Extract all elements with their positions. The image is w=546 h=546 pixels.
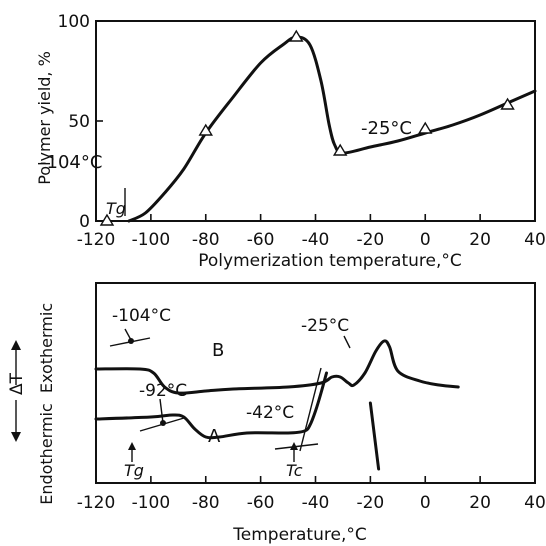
series-label-b: B: [212, 340, 224, 361]
yield-y-tick-label: 100: [58, 12, 90, 32]
yield-x-tick-label: 0: [420, 230, 431, 250]
annotation-transition-top: -25°C: [361, 118, 412, 139]
annotation-a-42: -42°C: [246, 403, 294, 423]
yield-x-tick-label: -120: [77, 230, 116, 250]
tangent-a-crystallization: [274, 443, 319, 450]
dta-x-tick-label: -40: [302, 493, 330, 513]
annotation-tc-bottom: Tc: [286, 461, 303, 480]
dta-x-tick-label: 0: [420, 493, 431, 513]
yield-data-point: [332, 143, 348, 156]
tg-arrowhead-bottom: [128, 442, 136, 450]
yield-plot-frame: [95, 20, 536, 222]
yield-y-tick-label: 50: [68, 112, 90, 132]
endothermic-label: Endothermic: [37, 403, 56, 505]
yield-x-tick-label: -100: [132, 230, 171, 250]
tangent-a-steep: [299, 367, 322, 452]
dta-x-ticks: -120 -100 -80 -60 -40 -20 0 20 40: [77, 476, 546, 513]
annotation-tg-top: Tg: [106, 199, 126, 218]
dta-x-tick-label: -80: [192, 493, 220, 513]
exothermic-label: Exothermic: [37, 303, 56, 393]
yield-data-point: [418, 121, 433, 134]
annotation-b-104: -104°C: [112, 306, 171, 326]
dta-x-tick-label: 20: [469, 493, 491, 513]
yield-x-tick-label: -40: [302, 230, 330, 250]
yield-x-axis-label: Polymerization temperature,°C: [198, 251, 462, 271]
yield-x-ticks: -120 -100 -80 -60 -40 -20 0 20 40: [77, 214, 546, 250]
yield-curve: [127, 35, 537, 223]
dta-curve-a: [94, 371, 328, 440]
delta-t-label: ΔT: [7, 372, 27, 395]
yield-x-tick-label: -80: [192, 230, 220, 250]
annotation-tg-temp-top: -104°C: [40, 152, 102, 173]
series-label-a: A: [208, 426, 221, 447]
tc-arrowhead-bottom: [290, 442, 298, 450]
annotation-a-92: -92°C: [139, 381, 187, 401]
yield-chart: -120 -100 -80 -60 -40 -20 0 20 40 0 50 100 Polymer…: [35, 12, 546, 271]
onset-marker-b: [128, 338, 134, 344]
onset-marker-a: [160, 420, 166, 426]
yield-x-tick-label: 20: [469, 230, 491, 250]
annotation-tg-bottom: Tg: [124, 461, 144, 480]
dta-x-tick-label: -20: [356, 493, 384, 513]
dta-x-tick-label: 40: [524, 493, 546, 513]
yield-data-point: [198, 123, 213, 136]
leader-a-92: [159, 398, 164, 424]
yield-x-tick-label: -20: [356, 230, 384, 250]
dta-x-axis-label: Temperature,°C: [232, 525, 366, 545]
yield-data-point: [500, 97, 515, 110]
yield-y-ticks: 0 50 100: [58, 12, 103, 232]
yield-x-tick-label: 40: [524, 230, 546, 250]
dta-curve-b: [94, 339, 460, 395]
yield-y-tick-label: 0: [79, 212, 90, 232]
dta-x-tick-label: -100: [132, 493, 171, 513]
leader-b-104: [124, 328, 132, 341]
dta-chart: -120 -100 -80 -60 -40 -20 0 20 40 B A -104°C -25…: [7, 282, 546, 545]
dta-x-tick-label: -120: [77, 493, 116, 513]
yield-data-point: [99, 213, 115, 226]
dta-curve-a-dropline: [368, 401, 381, 471]
exo-arrowhead: [11, 340, 21, 350]
yield-x-tick-label: -60: [247, 230, 275, 250]
yield-data-point: [289, 29, 304, 42]
leader-b-25: [343, 335, 351, 349]
dta-x-tick-label: -60: [247, 493, 275, 513]
endo-arrowhead: [11, 432, 21, 442]
annotation-b-25: -25°C: [301, 316, 349, 336]
yield-y-axis-label: Polymer yield, %: [35, 51, 54, 185]
yield-data-points: [99, 29, 515, 226]
